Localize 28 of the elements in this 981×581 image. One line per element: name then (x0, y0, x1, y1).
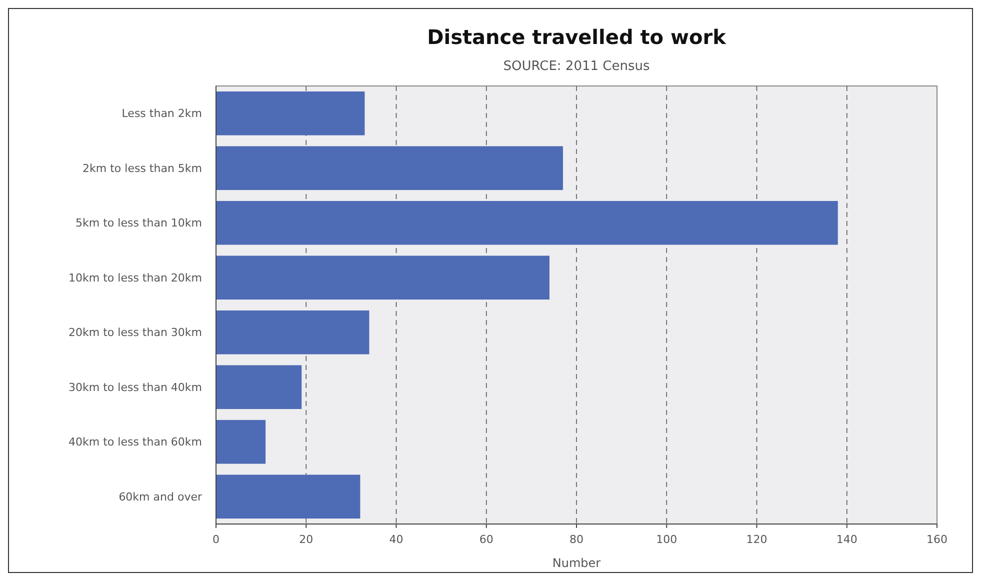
x-tick-label: 120 (746, 533, 768, 546)
y-tick-label: 40km to less than 60km (68, 436, 202, 449)
x-tick-label: 100 (656, 533, 678, 546)
y-tick-label: 5km to less than 10km (76, 216, 202, 230)
bar (216, 420, 266, 464)
x-tick-label: 60 (479, 533, 494, 546)
bar (216, 474, 360, 519)
bar (216, 91, 365, 136)
y-tick-label: 20km to less than 30km (68, 326, 202, 340)
x-tick-label: 80 (570, 533, 584, 546)
bar (216, 146, 563, 190)
x-axis-title: Number (552, 556, 601, 570)
x-tick-label: 0 (212, 533, 220, 546)
chart-subtitle: SOURCE: 2011 Census (503, 59, 650, 74)
bar (216, 256, 550, 300)
bar (216, 310, 370, 354)
y-tick-label: 10km to less than 20km (68, 271, 202, 284)
x-tick-label: 160 (926, 533, 948, 546)
x-tick-label: 20 (299, 533, 314, 546)
y-tick-label: 30km to less than 40km (68, 380, 202, 394)
x-tick-label: 40 (389, 533, 404, 546)
x-tick-label: 140 (836, 533, 858, 546)
y-tick-label: 2km to less than 5km (82, 162, 202, 175)
bar (216, 365, 302, 410)
bar (216, 200, 838, 245)
y-tick-label: Less than 2km (122, 107, 202, 120)
chart-title: Distance travelled to work (427, 25, 727, 49)
y-tick-label: 60km and over (118, 490, 202, 504)
